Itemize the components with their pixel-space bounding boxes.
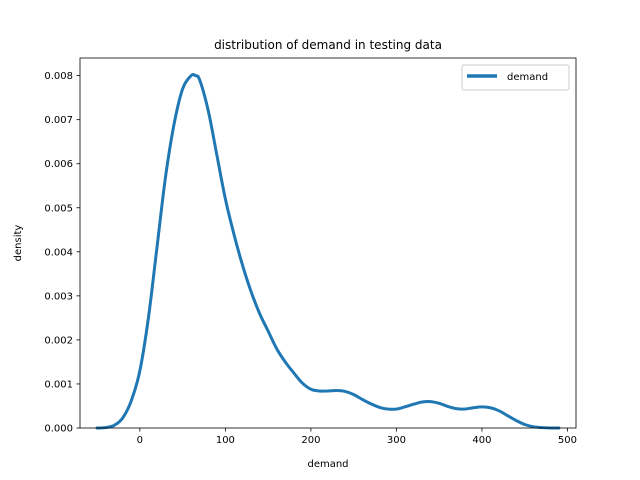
y-tick-label: 0.000 (44, 424, 73, 435)
x-tick-label: 200 (301, 435, 320, 446)
axes-frame (79, 57, 577, 429)
x-tick-label: 400 (472, 435, 491, 446)
x-tick-label: 0 (137, 435, 143, 446)
y-tick-label: 0.004 (44, 247, 73, 258)
series-line-demand (95, 72, 561, 430)
y-axis-label: density (13, 225, 24, 262)
legend-label: demand (507, 72, 548, 83)
y-axis: 0.000 0.001 0.002 0.003 0.004 0.005 0.006 0.007… (44, 71, 80, 435)
y-tick-label: 0.008 (44, 71, 73, 82)
plot-area (95, 72, 561, 430)
x-tick-label: 300 (387, 435, 406, 446)
y-tick-label: 0.003 (44, 291, 73, 302)
x-tick-label: 100 (216, 435, 235, 446)
x-axis: 0 100 200 300 400 500 (137, 428, 577, 446)
y-tick-label: 0.001 (44, 379, 73, 390)
x-tick-label: 500 (558, 435, 577, 446)
y-tick-label: 0.007 (44, 115, 73, 126)
y-tick-label: 0.006 (44, 159, 73, 170)
chart-title: distribution of demand in testing data (214, 38, 442, 52)
legend: demand (461, 64, 570, 91)
x-axis-label: demand (307, 459, 348, 470)
y-tick-label: 0.005 (44, 203, 73, 214)
y-tick-label: 0.002 (44, 335, 73, 346)
legend-box (461, 64, 570, 91)
